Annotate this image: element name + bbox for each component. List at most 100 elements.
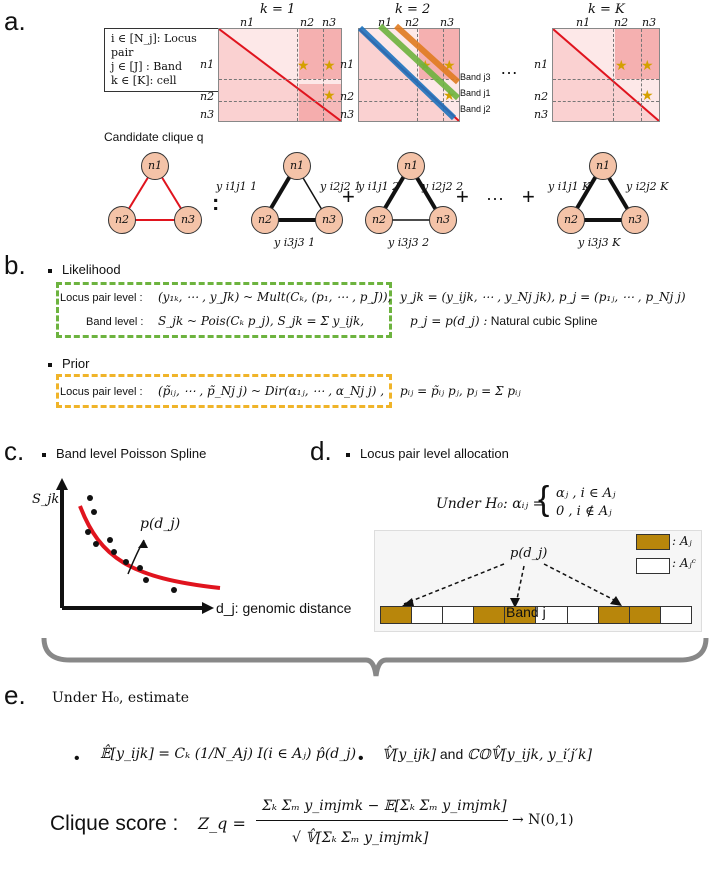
section-e-label: e. [4, 680, 26, 710]
covariance-eq: ℂ𝕆𝕍̂[y_ijk, y_i′j′k] [467, 747, 592, 763]
candidate-node-n1: n1 [141, 152, 169, 180]
prior-box [56, 374, 392, 408]
h0-alpha-eq: Under H₀: αᵢⱼ = [436, 496, 545, 512]
band-cell [660, 607, 691, 623]
star-icon: ★ [323, 87, 336, 103]
allocation-title: Locus pair level allocation [360, 446, 509, 461]
band-level-label: Band level : [86, 316, 144, 328]
band-cell [505, 607, 537, 623]
spline-curve-label: p(d_j) [140, 516, 181, 532]
k1-label: k = 1 [260, 2, 296, 17]
band-j3-label: Band j3 [460, 72, 491, 82]
legend-line-band: j ∈ [J] : Band [111, 60, 183, 73]
kK-label: k = K [588, 2, 625, 17]
k1-node-n2: n2 [251, 206, 279, 234]
row-n1-kK: n1 [534, 58, 549, 71]
kK-node-n1: n1 [589, 152, 617, 180]
variance-line: 𝕍̂[y_ijk] and ℂ𝕆𝕍̂[y_ijk, y_i′j′k] [382, 746, 592, 763]
plus-2: + [456, 184, 469, 209]
star-icon: ★ [297, 57, 310, 73]
band-cell [443, 607, 475, 623]
heatmap-k1-texture [218, 28, 342, 122]
section-c-label: c. [4, 436, 25, 466]
row-n3-k1: n3 [200, 108, 215, 121]
kK-edge-y3: y i3j3 K [578, 236, 621, 249]
band-cell [567, 607, 599, 623]
star-icon: ★ [323, 57, 336, 73]
clique-score-label: Clique score : [50, 812, 179, 835]
band-cell [381, 607, 413, 623]
star-icon: ★ [641, 57, 654, 73]
likelihood-def-1: y_jk = (y_ijk, ⋯ , y_Nj jk), p_j = (p₁ⱼ,… [400, 290, 686, 304]
cases-brace: { [538, 480, 550, 518]
k2-node-n3: n3 [429, 206, 457, 234]
row-n2-kK: n2 [534, 90, 549, 103]
heatmap-kK-texture [552, 28, 660, 122]
score-numerator: Σₖ Σₘ y_imjmk − 𝔼[Σₖ Σₘ y_imjmk] [262, 798, 507, 814]
legend-ajc-label: : Aⱼᶜ [672, 556, 696, 570]
spline-text: Natural cubic Spline [490, 314, 598, 328]
and-text: and [439, 746, 464, 762]
band-diagonals [358, 23, 461, 121]
col-n3-k2: n3 [440, 16, 455, 29]
col-n1-k1: n1 [240, 16, 255, 29]
dirichlet-eq: (p̃ᵢⱼ, ⋯ , p̃_Nj j) ~ Dir(α₁ⱼ, ⋯ , α_Nj … [158, 384, 385, 398]
locus-pair-level-label: Locus pair level : [60, 292, 143, 304]
col-n2-k1: n2 [300, 16, 315, 29]
col-n1-kK: n1 [576, 16, 591, 29]
band-j-label: Band j [506, 604, 546, 620]
legend-line-locus: i ∈ [N_j]: Locus pair [111, 32, 197, 59]
likelihood-heading: Likelihood [48, 262, 121, 277]
band-j1-label: Band j1 [460, 88, 491, 98]
spline-ylabel: S_jk [32, 492, 60, 507]
candidate-node-n3: n3 [174, 206, 202, 234]
band-cell [536, 607, 568, 623]
case-1: αⱼ , i ∈ Aⱼ [556, 486, 616, 501]
kK-node-n2: n2 [557, 206, 585, 234]
col-n3-k1: n3 [322, 16, 337, 29]
legend-aj-label: : Aⱼ [672, 534, 692, 548]
heatmap-ellipsis: … [500, 58, 518, 78]
row-n1-k1: n1 [200, 58, 215, 71]
grouping-brace [41, 637, 709, 677]
k2-node-n2: n2 [365, 206, 393, 234]
estimate-heading: Under H₀, estimate [52, 690, 190, 706]
col-n2-kK: n2 [614, 16, 629, 29]
allocation-pdj: p(d_j) [510, 546, 548, 561]
k1-edge-y2: y i2j2 1 [320, 180, 362, 193]
ellipsis-dots: ··· [486, 188, 504, 208]
legend-ajc-swatch [636, 558, 670, 574]
score-denominator: √ 𝕍̂[Σₖ Σₘ y_imjmk] [292, 830, 429, 846]
section-a-label: a. [4, 6, 26, 36]
star-icon: ★ [615, 57, 628, 73]
k1-node-n1: n1 [283, 152, 311, 180]
variance-eq: 𝕍̂[y_ijk] [382, 747, 436, 763]
kK-edge-y2: y i2j2 K [626, 180, 669, 193]
expectation-eq: 𝔼̂[y_ijk] = Cₖ (1/N_Aj) I(i ∈ Aⱼ) p̂(d_j… [100, 746, 357, 762]
allocation-heading: Locus pair level allocation [346, 446, 509, 461]
poisson-spline-heading: Band level Poisson Spline [42, 446, 206, 461]
pj-eq: p_j = p(d_j) : [410, 314, 488, 328]
plus-1: + [342, 184, 355, 209]
poisson-spline-title: Band level Poisson Spline [56, 446, 207, 461]
likelihood-text: Likelihood [62, 262, 121, 277]
plus-3: + [522, 184, 535, 209]
likelihood-def-2: p_j = p(d_j) : Natural cubic Spline [410, 314, 597, 328]
prior-heading: Prior [48, 356, 89, 371]
index-legend: i ∈ [N_j]: Locus pair j ∈ [J] : Band k ∈… [104, 28, 222, 92]
zq-symbol: Z_q = [198, 814, 246, 833]
section-b-label: b. [4, 250, 26, 280]
row-n2-k2: n2 [340, 90, 355, 103]
band-cell [412, 607, 444, 623]
band-j2-label: Band j2 [460, 104, 491, 114]
candidate-clique-label: Candidate clique q [104, 130, 204, 144]
section-d-label: d. [310, 436, 332, 466]
k2-edge-y3: y i3j3 2 [388, 236, 430, 249]
band-strip [380, 606, 692, 624]
bullet-icon: • [74, 750, 80, 767]
legend-line-cell: k ∈ [K]: cell [111, 74, 177, 87]
case-2: 0 , i ∉ Aⱼ [556, 504, 612, 519]
candidate-node-n2: n2 [108, 206, 136, 234]
k2-node-n1: n1 [397, 152, 425, 180]
poisson-eq: S_jk ~ Pois(Cₖ p_j), S_jk = Σ y_ijk, [158, 314, 365, 328]
